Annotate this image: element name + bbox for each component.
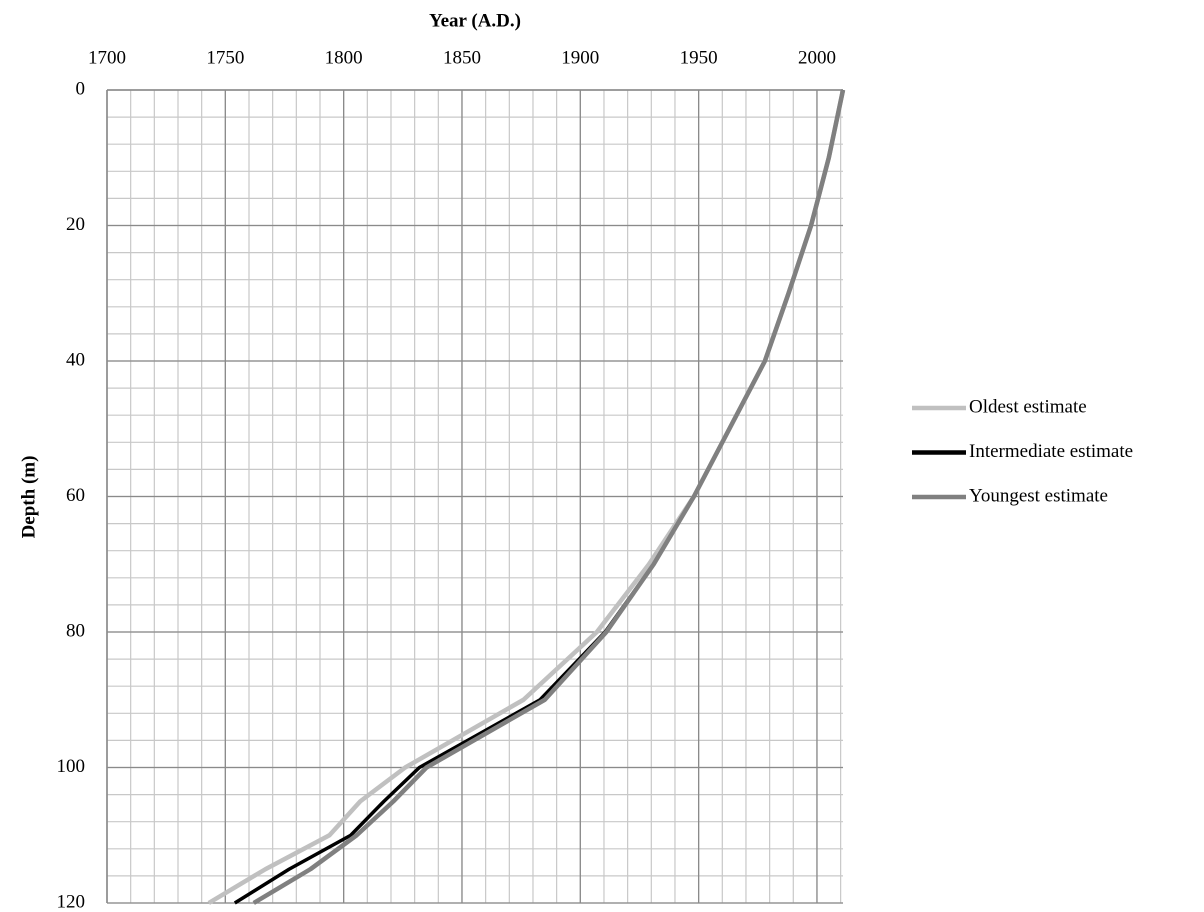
x-tick-label: 2000 [798, 47, 836, 68]
y-tick-label: 80 [66, 620, 85, 641]
y-tick-label: 100 [57, 756, 86, 777]
y-tick-label: 0 [76, 78, 86, 99]
series-line [252, 89, 846, 905]
x-tick-label: 1700 [88, 47, 126, 68]
x-axis-title: Year (A.D.) [429, 10, 521, 31]
x-tick-label: 1900 [561, 47, 599, 68]
y-tick-label: 120 [57, 891, 86, 912]
y-axis-title: Depth (m) [18, 456, 39, 539]
y-tick-label: 40 [66, 349, 85, 370]
x-tick-label: 1950 [680, 47, 718, 68]
legend-label: Youngest estimate [969, 485, 1108, 506]
y-tick-label: 60 [66, 485, 85, 506]
x-tick-label: 1850 [443, 47, 481, 68]
x-tick-label: 1800 [325, 47, 363, 68]
legend-label: Intermediate estimate [969, 441, 1133, 462]
y-tick-label: 20 [66, 214, 85, 235]
legend-label: Oldest estimate [969, 396, 1087, 417]
x-tick-label: 1750 [206, 47, 244, 68]
